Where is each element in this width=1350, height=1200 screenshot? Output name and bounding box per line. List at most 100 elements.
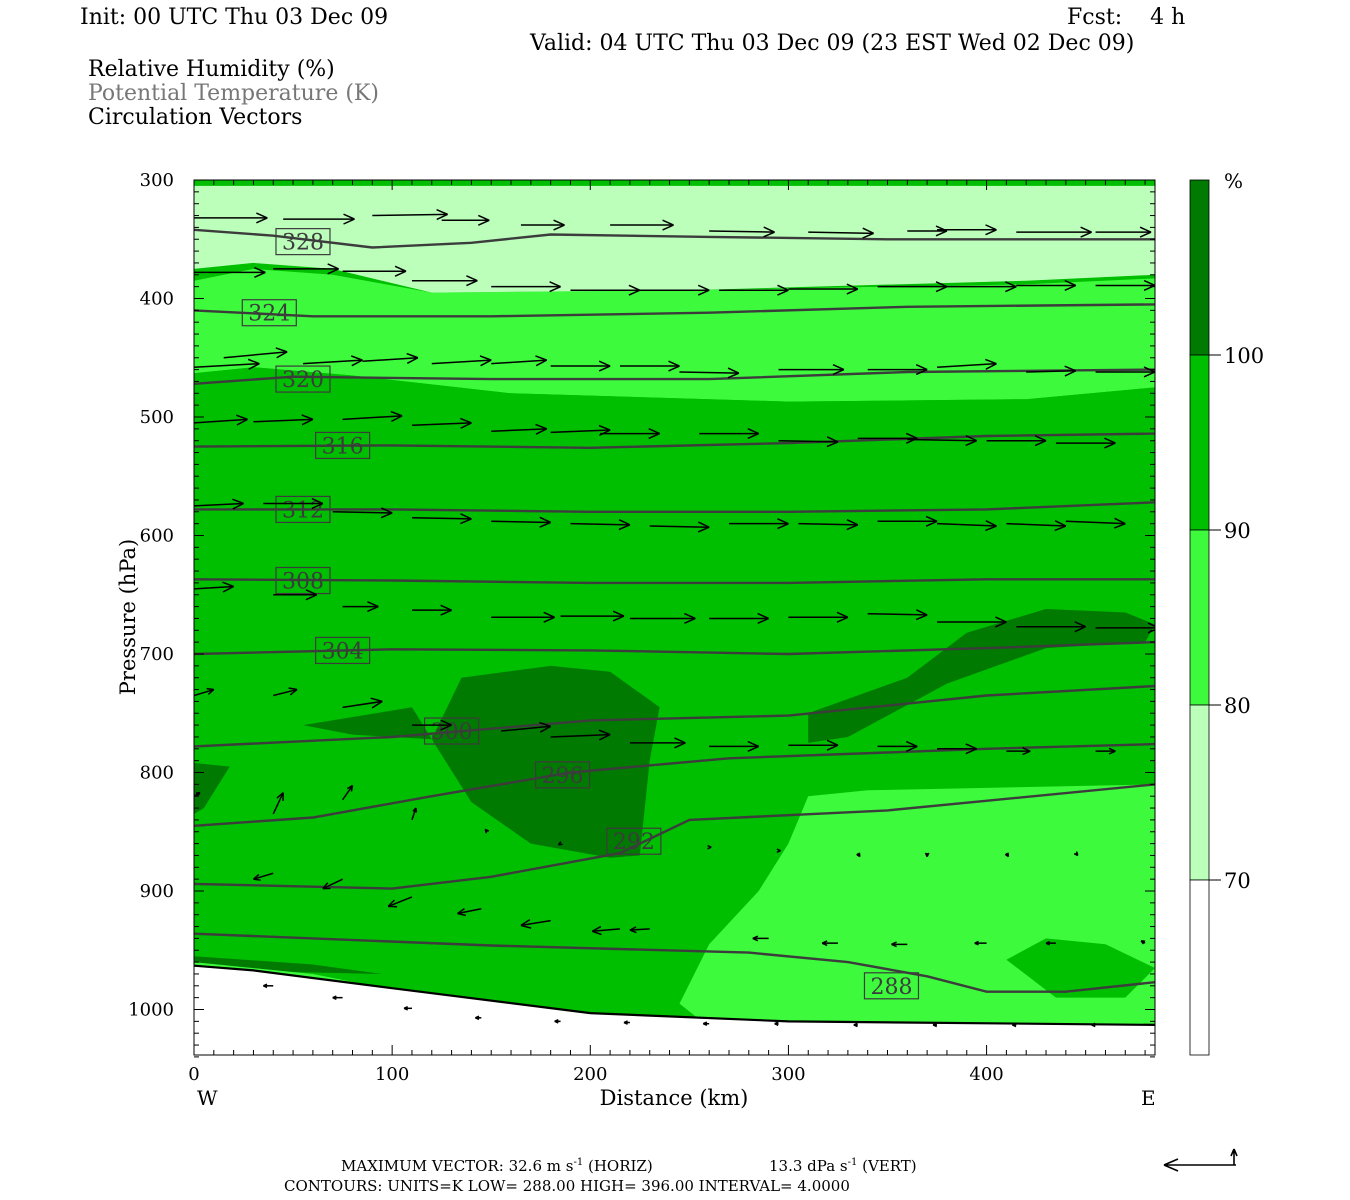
vector-113 [891,941,908,948]
x-axis-label: Distance (km) [600,1086,749,1110]
colorbar-label-70: 70 [1224,869,1251,893]
vector-14 [342,265,407,277]
vector-13 [273,263,339,275]
vector-95 [484,828,490,834]
vector-61 [877,515,938,527]
vector-22 [946,281,1017,293]
vector-30 [491,355,548,367]
rh-region-8 [194,784,1155,1055]
humidity-fill [194,185,1155,1055]
vector-99 [856,852,861,858]
y-tick-label-300: 300 [140,170,174,191]
reference-vector-icon [1163,1148,1238,1172]
vector-52 [194,498,244,510]
vector-123 [623,1020,630,1025]
vector-71 [629,612,696,625]
vector-19 [719,284,789,296]
vector-65 [194,581,234,593]
isentropes: 328 324 320 316 312 308 304 300 296 292 288 [194,228,1155,1000]
svg-text:292: 292 [613,830,655,855]
isentrope-296 [194,742,1155,827]
isentrope-328 [194,228,1155,249]
rh-region-9 [1006,938,1155,998]
x-tick-label-0: 0 [188,1064,199,1085]
plot-border [193,179,1156,1056]
vector-88 [937,743,977,755]
vector-81 [411,719,452,731]
terrain-line [194,964,1155,1026]
legend-title-rh: Relative Humidity (%) [88,57,335,82]
vector-2 [372,208,448,221]
colorbar-unit: % [1224,169,1243,193]
init-time: Init: 00 UTC Thu 03 Dec 09 [80,5,389,30]
vector-59 [728,518,789,530]
y-tick-label-600: 600 [140,526,174,547]
vector-84 [629,737,686,749]
vector-23 [1016,279,1077,292]
isentrope-label-316: 316 [315,431,371,459]
vector-58 [649,521,710,533]
vector-69 [491,611,555,623]
max-vector-horiz: MAXIMUM VECTOR: 32.6 m s-1 (HORIZ) [341,1157,653,1175]
x-left-end-label: W [197,1086,218,1110]
rh-region-5 [303,707,432,740]
vector-39 [194,414,248,426]
colorbar-segment-1 [1189,354,1210,531]
vector-40 [253,414,314,426]
vector-6 [709,226,775,238]
vector-114 [974,940,987,946]
vector-118 [263,983,274,989]
vector-31 [550,360,611,372]
x-tick-label-100: 100 [375,1064,409,1085]
vector-117 [184,978,194,981]
vector-78 [194,687,215,697]
rh-region-6 [194,763,230,814]
vector-97 [707,844,712,850]
forecast-hour: Fcst: 4 h [1067,5,1186,30]
vector-116 [1140,940,1146,945]
vector-11 [1095,226,1152,238]
vector-83 [550,729,611,741]
isentrope-320 [194,368,1155,385]
colorbar-segment-0 [1189,179,1210,356]
vector-5 [610,219,674,231]
vector-25 [194,358,260,370]
isentrope-label-312: 312 [275,495,331,523]
max-vector-vert: 13.3 dPa s-1 (VERT) [769,1157,917,1175]
vector-34 [778,364,845,376]
vector-32 [620,360,680,372]
vector-104 [252,872,274,881]
vector-46 [699,428,760,440]
svg-text:304: 304 [322,639,364,664]
svg-text:316: 316 [322,434,364,459]
isentrope-304 [194,640,1155,656]
vector-36 [936,358,997,370]
vector-54 [332,507,393,519]
svg-text:328: 328 [282,231,324,256]
isentrope-label-328: 328 [275,228,331,256]
colorbar-segment-4 [1189,879,1210,1056]
plot-frame [193,179,1156,1056]
vector-45 [600,428,660,440]
axes: 0 100 200 300 400 300 400 500 600 700 800 900 1000 [128,170,1155,1085]
vector-102 [1073,851,1079,857]
vector-86 [788,739,839,751]
rh-region-3 [808,609,1155,743]
vector-50 [986,435,1047,447]
vector-26 [223,347,288,359]
svg-text:300: 300 [431,720,473,745]
vector-57 [570,519,631,531]
isentrope-label-324: 324 [241,299,297,327]
vector-100 [924,852,930,857]
vector-94 [411,807,418,821]
contour-info: CONTOURS: UNITS=K LOW= 288.00 HIGH= 396.… [284,1177,850,1195]
vector-33 [679,367,740,379]
vector-18 [639,284,710,296]
y-tick-label-400: 400 [140,289,174,310]
vector-12 [194,266,266,279]
vector-103 [194,876,195,878]
vector-85 [709,740,760,753]
vector-112 [821,940,838,947]
isentrope-312 [194,501,1155,513]
